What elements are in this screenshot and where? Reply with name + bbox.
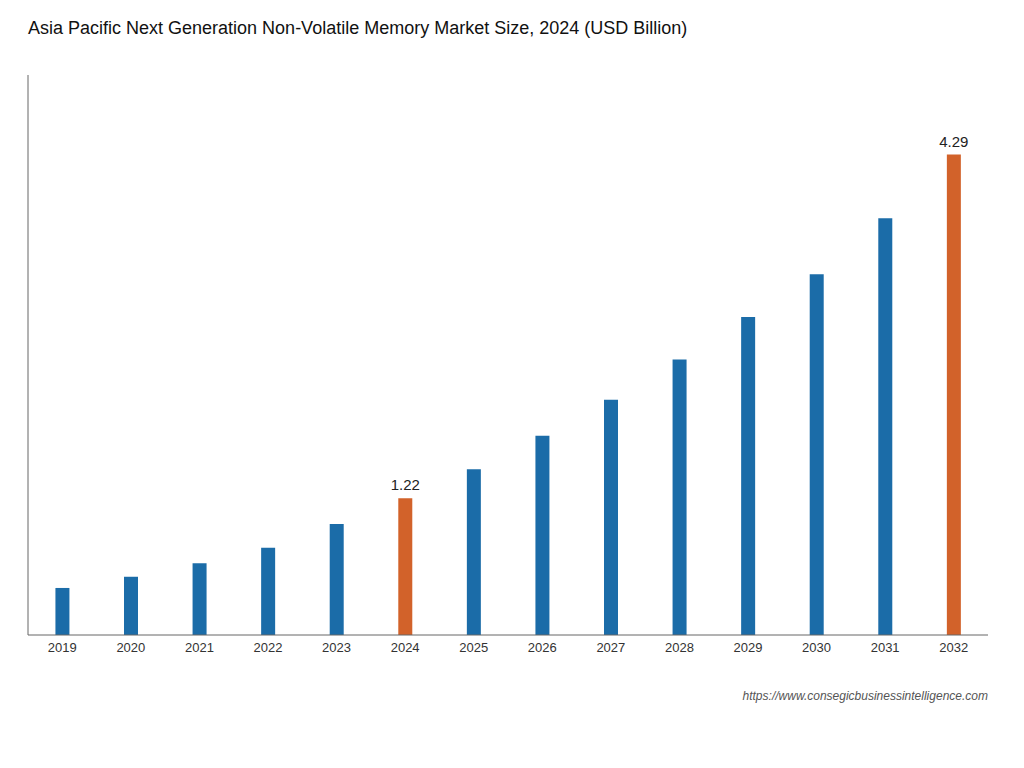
svg-text:2027: 2027	[596, 640, 625, 655]
svg-text:2025: 2025	[459, 640, 488, 655]
svg-text:2020: 2020	[116, 640, 145, 655]
svg-text:2028: 2028	[665, 640, 694, 655]
svg-text:2023: 2023	[322, 640, 351, 655]
svg-text:2031: 2031	[871, 640, 900, 655]
svg-text:2024: 2024	[391, 640, 420, 655]
svg-text:2026: 2026	[528, 640, 557, 655]
svg-text:1.22: 1.22	[391, 476, 420, 493]
html-text:Asia Pacific Next Generation N: Asia Pacific Next Generation Non-Volatil…	[28, 18, 688, 38]
svg-text:2029: 2029	[734, 640, 763, 655]
svg-text:2021: 2021	[185, 640, 214, 655]
svg-text:4.29: 4.29	[939, 133, 968, 150]
svg-text:2019: 2019	[48, 640, 77, 655]
svg-text:2030: 2030	[802, 640, 831, 655]
html-text:https://www.consegicbusinessin: https://www.consegicbusinessintelligence…	[742, 689, 988, 703]
svg-text:2022: 2022	[254, 640, 283, 655]
svg-text:2032: 2032	[939, 640, 968, 655]
